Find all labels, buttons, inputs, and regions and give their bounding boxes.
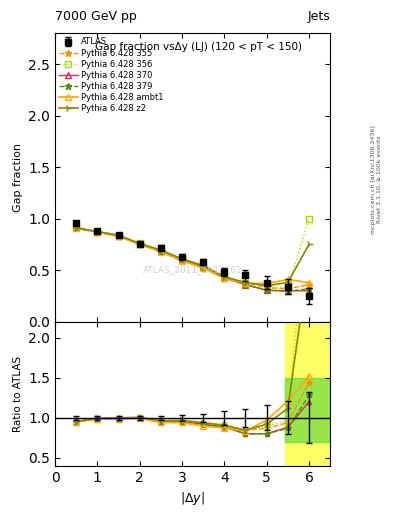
- Text: Rivet 3.1.10, ≥ 100k events: Rivet 3.1.10, ≥ 100k events: [377, 135, 382, 223]
- Pythia 6.428 370: [180, 257, 184, 263]
- Pythia 6.428 355: [264, 285, 269, 291]
- Pythia 6.428 356: [74, 224, 79, 230]
- Pythia 6.428 379: [95, 229, 100, 235]
- Pythia 6.428 ambt1: [307, 280, 311, 286]
- Pythia 6.428 ambt1: [95, 229, 100, 235]
- Pythia 6.428 z2: [264, 283, 269, 289]
- Pythia 6.428 z2: [116, 232, 121, 238]
- Pythia 6.428 370: [307, 288, 311, 294]
- Pythia 6.428 z2: [222, 274, 227, 280]
- Pythia 6.428 370: [158, 248, 163, 254]
- Text: mcplots.cern.ch [arXiv:1306.3436]: mcplots.cern.ch [arXiv:1306.3436]: [371, 125, 376, 233]
- Pythia 6.428 379: [116, 233, 121, 239]
- Pythia 6.428 z2: [180, 256, 184, 262]
- Pythia 6.428 379: [222, 274, 227, 281]
- Pythia 6.428 355: [158, 249, 163, 255]
- Pythia 6.428 370: [264, 287, 269, 293]
- Pythia 6.428 379: [285, 288, 290, 294]
- Pythia 6.428 370: [285, 288, 290, 294]
- Pythia 6.428 355: [285, 286, 290, 292]
- Pythia 6.428 z2: [201, 263, 206, 269]
- Line: Pythia 6.428 ambt1: Pythia 6.428 ambt1: [73, 225, 312, 287]
- Pythia 6.428 ambt1: [222, 275, 227, 282]
- Pythia 6.428 356: [137, 240, 142, 246]
- Pythia 6.428 355: [201, 264, 206, 270]
- Pythia 6.428 379: [180, 258, 184, 264]
- Pythia 6.428 356: [201, 263, 206, 269]
- Text: Gap fraction vsΔy (LJ) (120 < pT < 150): Gap fraction vsΔy (LJ) (120 < pT < 150): [95, 42, 301, 52]
- Pythia 6.428 z2: [307, 241, 311, 247]
- Pythia 6.428 356: [116, 232, 121, 239]
- Line: Pythia 6.428 z2: Pythia 6.428 z2: [72, 224, 313, 290]
- Pythia 6.428 ambt1: [180, 258, 184, 264]
- Pythia 6.428 356: [222, 273, 227, 279]
- Pythia 6.428 356: [158, 247, 163, 253]
- Pythia 6.428 356: [264, 284, 269, 290]
- Pythia 6.428 379: [137, 241, 142, 247]
- Pythia 6.428 ambt1: [264, 281, 269, 287]
- Pythia 6.428 z2: [243, 280, 248, 286]
- Pythia 6.428 355: [180, 258, 184, 264]
- Pythia 6.428 355: [243, 280, 248, 286]
- Pythia 6.428 355: [74, 225, 79, 231]
- Line: Pythia 6.428 356: Pythia 6.428 356: [73, 216, 312, 290]
- Bar: [285, 378, 330, 442]
- X-axis label: $|\Delta y|$: $|\Delta y|$: [180, 490, 205, 507]
- Line: Pythia 6.428 379: Pythia 6.428 379: [73, 225, 312, 295]
- Pythia 6.428 ambt1: [74, 225, 79, 231]
- Pythia 6.428 379: [307, 286, 311, 292]
- Pythia 6.428 ambt1: [116, 233, 121, 239]
- Pythia 6.428 ambt1: [137, 241, 142, 247]
- Pythia 6.428 379: [158, 249, 163, 255]
- Pythia 6.428 370: [201, 264, 206, 270]
- Pythia 6.428 370: [222, 275, 227, 281]
- Line: Pythia 6.428 355: Pythia 6.428 355: [73, 224, 312, 292]
- Text: ATLAS_2011_S912262: ATLAS_2011_S912262: [143, 265, 242, 274]
- Y-axis label: Gap fraction: Gap fraction: [13, 143, 23, 212]
- Pythia 6.428 379: [264, 287, 269, 293]
- Pythia 6.428 z2: [74, 225, 79, 231]
- Pythia 6.428 z2: [158, 247, 163, 253]
- Pythia 6.428 ambt1: [243, 280, 248, 286]
- Pythia 6.428 370: [137, 241, 142, 247]
- Pythia 6.428 ambt1: [201, 265, 206, 271]
- Pythia 6.428 379: [74, 225, 79, 231]
- Pythia 6.428 ambt1: [285, 276, 290, 283]
- Pythia 6.428 355: [222, 275, 227, 282]
- Bar: [285, 322, 330, 466]
- Pythia 6.428 356: [307, 216, 311, 222]
- Pythia 6.428 355: [307, 282, 311, 288]
- Pythia 6.428 355: [116, 232, 121, 238]
- Pythia 6.428 356: [180, 256, 184, 262]
- Pythia 6.428 355: [137, 241, 142, 247]
- Pythia 6.428 z2: [285, 280, 290, 286]
- Pythia 6.428 356: [95, 228, 100, 234]
- Text: Jets: Jets: [307, 10, 330, 23]
- Pythia 6.428 370: [74, 224, 79, 230]
- Pythia 6.428 370: [95, 229, 100, 235]
- Pythia 6.428 z2: [137, 240, 142, 246]
- Pythia 6.428 379: [243, 282, 248, 288]
- Pythia 6.428 379: [201, 265, 206, 271]
- Y-axis label: Ratio to ATLAS: Ratio to ATLAS: [13, 356, 23, 432]
- Text: 7000 GeV pp: 7000 GeV pp: [55, 10, 137, 23]
- Pythia 6.428 356: [243, 280, 248, 286]
- Pythia 6.428 370: [116, 233, 121, 239]
- Pythia 6.428 355: [95, 228, 100, 234]
- Pythia 6.428 z2: [95, 228, 100, 234]
- Pythia 6.428 356: [285, 285, 290, 291]
- Pythia 6.428 370: [243, 282, 248, 288]
- Pythia 6.428 ambt1: [158, 249, 163, 255]
- Line: Pythia 6.428 370: Pythia 6.428 370: [73, 225, 312, 293]
- Legend: ATLAS, Pythia 6.428 355, Pythia 6.428 356, Pythia 6.428 370, Pythia 6.428 379, P: ATLAS, Pythia 6.428 355, Pythia 6.428 35…: [57, 36, 165, 115]
